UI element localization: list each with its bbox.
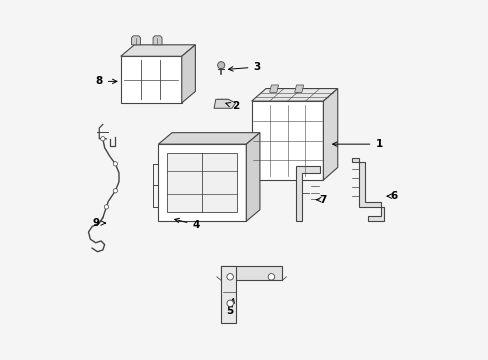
Polygon shape xyxy=(167,153,237,212)
Text: 5: 5 xyxy=(226,298,234,316)
Polygon shape xyxy=(246,133,260,221)
Text: 2: 2 xyxy=(225,102,239,112)
Polygon shape xyxy=(214,99,235,108)
Polygon shape xyxy=(251,101,323,180)
Polygon shape xyxy=(251,89,337,101)
Polygon shape xyxy=(323,89,337,180)
Circle shape xyxy=(101,136,105,141)
Polygon shape xyxy=(221,266,236,323)
Text: 8: 8 xyxy=(96,76,117,86)
Polygon shape xyxy=(153,36,162,45)
Polygon shape xyxy=(269,85,278,92)
Polygon shape xyxy=(158,133,260,144)
Polygon shape xyxy=(121,56,182,103)
Text: 4: 4 xyxy=(174,218,200,230)
Polygon shape xyxy=(351,158,384,221)
Text: 1: 1 xyxy=(332,139,382,149)
Circle shape xyxy=(217,62,224,69)
Text: 3: 3 xyxy=(228,62,260,72)
Text: 9: 9 xyxy=(92,218,105,228)
Text: 7: 7 xyxy=(316,195,326,205)
Circle shape xyxy=(226,274,233,280)
Text: 6: 6 xyxy=(386,191,397,201)
Polygon shape xyxy=(158,144,246,221)
Polygon shape xyxy=(296,166,319,221)
Polygon shape xyxy=(131,36,140,45)
Circle shape xyxy=(226,300,233,307)
Polygon shape xyxy=(121,45,195,56)
Circle shape xyxy=(113,189,117,193)
Polygon shape xyxy=(182,45,195,103)
Circle shape xyxy=(267,274,274,280)
Circle shape xyxy=(113,162,117,166)
Circle shape xyxy=(104,205,108,209)
Polygon shape xyxy=(294,85,303,92)
Polygon shape xyxy=(221,266,282,280)
